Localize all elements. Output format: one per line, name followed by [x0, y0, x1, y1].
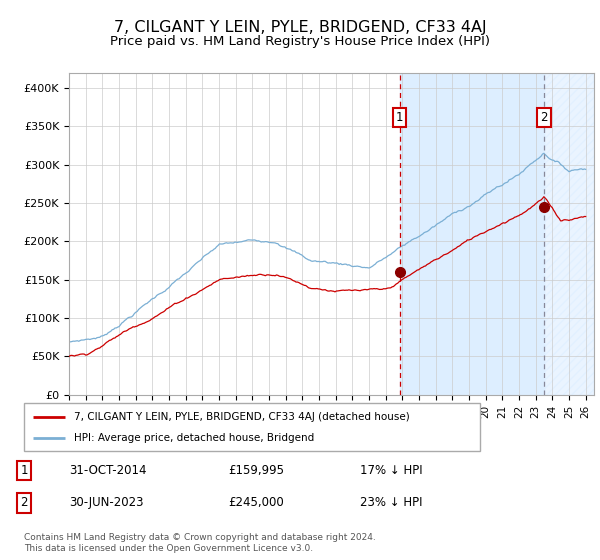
Text: 30-JUN-2023: 30-JUN-2023: [69, 496, 143, 509]
Text: 2: 2: [20, 496, 28, 509]
Text: 2: 2: [540, 111, 548, 124]
Text: Contains HM Land Registry data © Crown copyright and database right 2024.: Contains HM Land Registry data © Crown c…: [24, 533, 376, 542]
Text: 31-OCT-2014: 31-OCT-2014: [69, 464, 146, 477]
Text: £159,995: £159,995: [228, 464, 284, 477]
Text: This data is licensed under the Open Government Licence v3.0.: This data is licensed under the Open Gov…: [24, 544, 313, 553]
Text: £245,000: £245,000: [228, 496, 284, 509]
Text: 7, CILGANT Y LEIN, PYLE, BRIDGEND, CF33 4AJ: 7, CILGANT Y LEIN, PYLE, BRIDGEND, CF33 …: [113, 20, 487, 35]
Text: 7, CILGANT Y LEIN, PYLE, BRIDGEND, CF33 4AJ (detached house): 7, CILGANT Y LEIN, PYLE, BRIDGEND, CF33 …: [74, 412, 410, 422]
FancyBboxPatch shape: [24, 403, 480, 451]
Text: 1: 1: [20, 464, 28, 477]
Text: 17% ↓ HPI: 17% ↓ HPI: [360, 464, 422, 477]
Bar: [544, 73, 594, 395]
Bar: [400, 73, 544, 395]
Text: Price paid vs. HM Land Registry's House Price Index (HPI): Price paid vs. HM Land Registry's House …: [110, 35, 490, 48]
Text: 23% ↓ HPI: 23% ↓ HPI: [360, 496, 422, 509]
Text: 1: 1: [396, 111, 403, 124]
Text: HPI: Average price, detached house, Bridgend: HPI: Average price, detached house, Brid…: [74, 433, 314, 444]
